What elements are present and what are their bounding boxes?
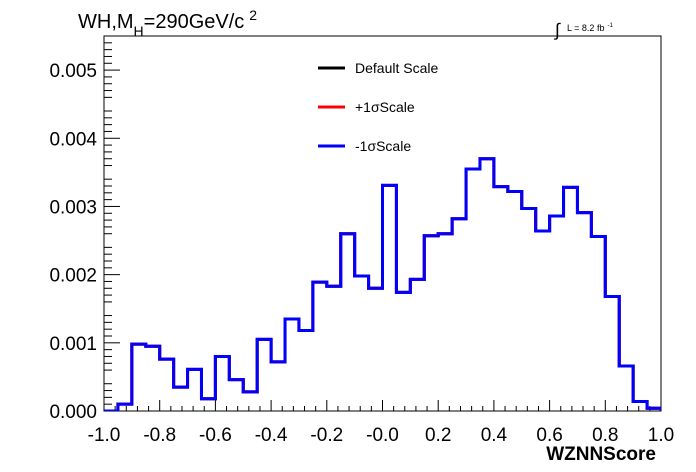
y-tick-label: 0.001 xyxy=(49,334,97,355)
integral-symbol: ∫ xyxy=(553,20,561,40)
legend: Default Scale +1σScale -1σScale xyxy=(318,60,438,154)
y-tick-label: 0.000 xyxy=(49,402,97,423)
x-tick-label: -0.6 xyxy=(199,425,232,446)
x-tick-label: 0.8 xyxy=(592,425,618,446)
x-tick-label: -0.8 xyxy=(143,425,176,446)
axis-labels: -1.0 -0.8 -0.6 -0.4 -0.2 -0.0 0.2 0.4 0.6 0.8 1.0 0… xyxy=(49,61,674,446)
series-line-2 xyxy=(104,157,661,411)
x-tick-label: 0.2 xyxy=(425,425,451,446)
series-line-1 xyxy=(104,157,661,411)
x-tick-label: 1.0 xyxy=(648,425,674,446)
y-tick-label: 0.003 xyxy=(49,197,97,218)
chart-title: WH,MH=290GeV/c 2 xyxy=(78,7,257,39)
x-tick-label: -1.0 xyxy=(88,425,121,446)
y-tick-label: 0.002 xyxy=(49,266,97,287)
series-layer xyxy=(104,157,661,411)
y-tick-label: 0.004 xyxy=(49,129,97,150)
luminosity-label: L = 8.2 fb -1 xyxy=(567,23,613,33)
series-line-0 xyxy=(104,157,661,411)
x-tick-label: -0.0 xyxy=(366,425,399,446)
x-tick-label: -0.4 xyxy=(255,425,288,446)
x-tick-label: -0.2 xyxy=(310,425,343,446)
x-axis-title: WZNNScore xyxy=(546,444,656,465)
x-tick-label: 0.4 xyxy=(481,425,508,446)
legend-label: -1σScale xyxy=(355,138,411,154)
x-tick-label: 0.6 xyxy=(536,425,562,446)
legend-label: +1σScale xyxy=(355,99,415,115)
y-tick-label: 0.005 xyxy=(49,61,97,82)
legend-label: Default Scale xyxy=(355,60,438,76)
